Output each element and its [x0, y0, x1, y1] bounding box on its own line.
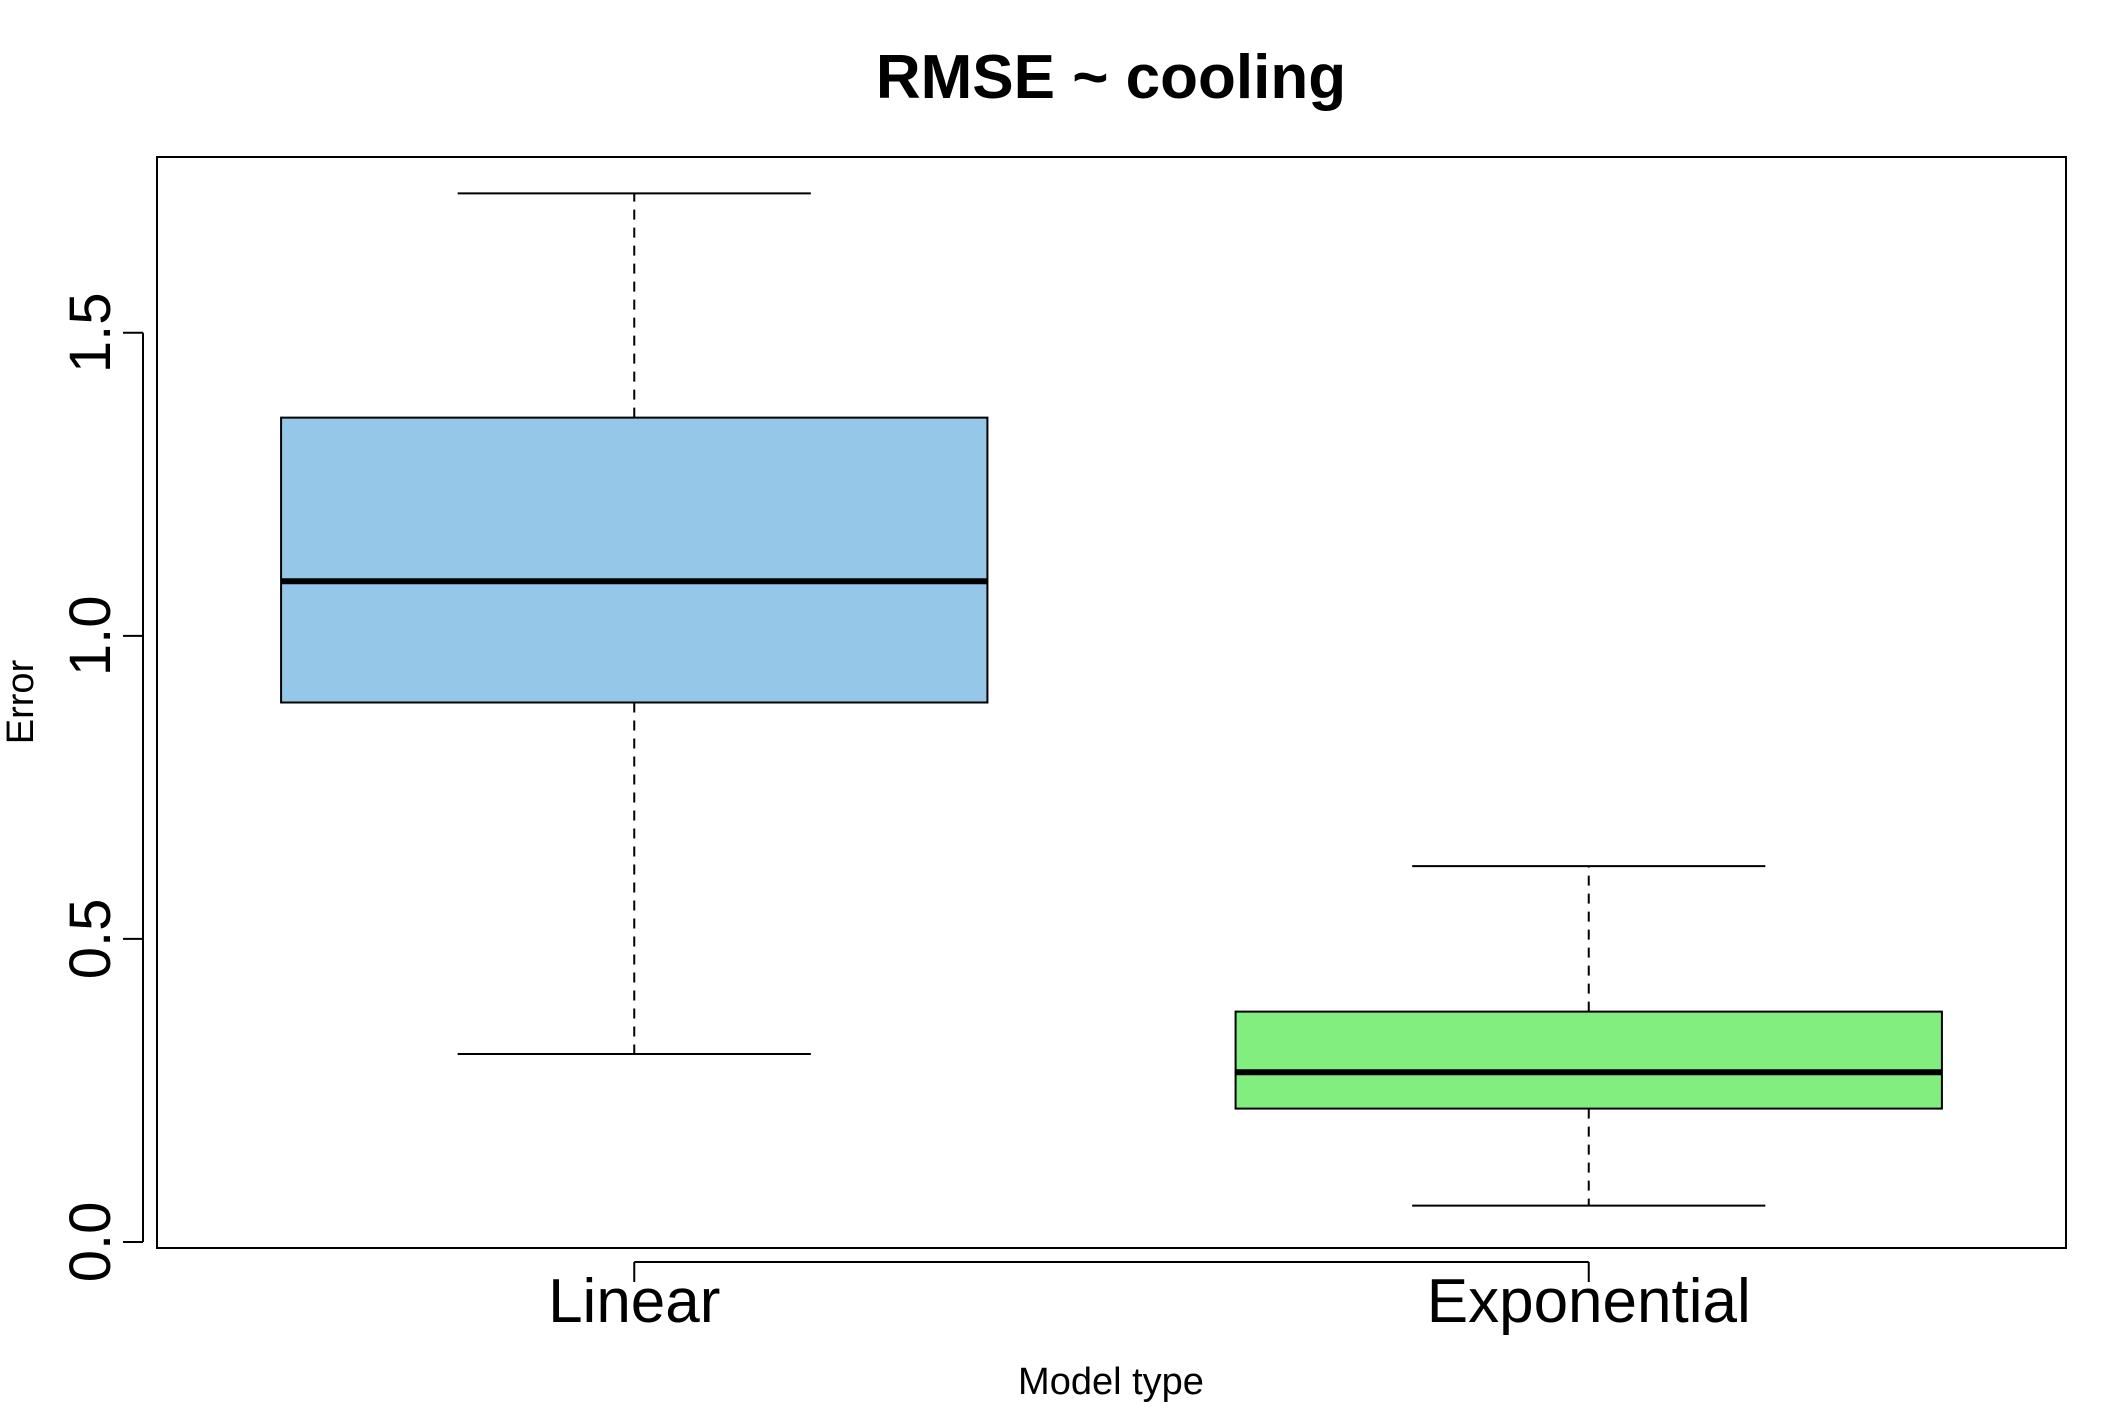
y-tick-label: 0.5: [58, 899, 123, 980]
y-axis-label: Error: [0, 659, 42, 744]
x-tick-label: Exponential: [1427, 1267, 1751, 1336]
boxes: [280, 192, 1943, 1207]
y-tick-label: 1.0: [58, 596, 123, 677]
y-tick-label: 0.0: [58, 1202, 123, 1283]
x-axis-label: Model type: [1018, 1361, 1204, 1403]
y-tick-label: 1.5: [58, 292, 123, 373]
iqr-box: [1234, 1010, 1943, 1110]
y-axis: 0.0 0.5 1.0 1.5: [58, 292, 144, 1283]
box-exponential: [1234, 865, 1943, 1207]
chart-title: RMSE ~ cooling: [876, 43, 1346, 112]
plot-frame: [156, 156, 2067, 1249]
box-linear: [280, 192, 989, 1056]
x-axis: Linear Exponential: [548, 1261, 1751, 1336]
iqr-box: [280, 416, 989, 704]
x-tick-label: Linear: [548, 1267, 720, 1336]
